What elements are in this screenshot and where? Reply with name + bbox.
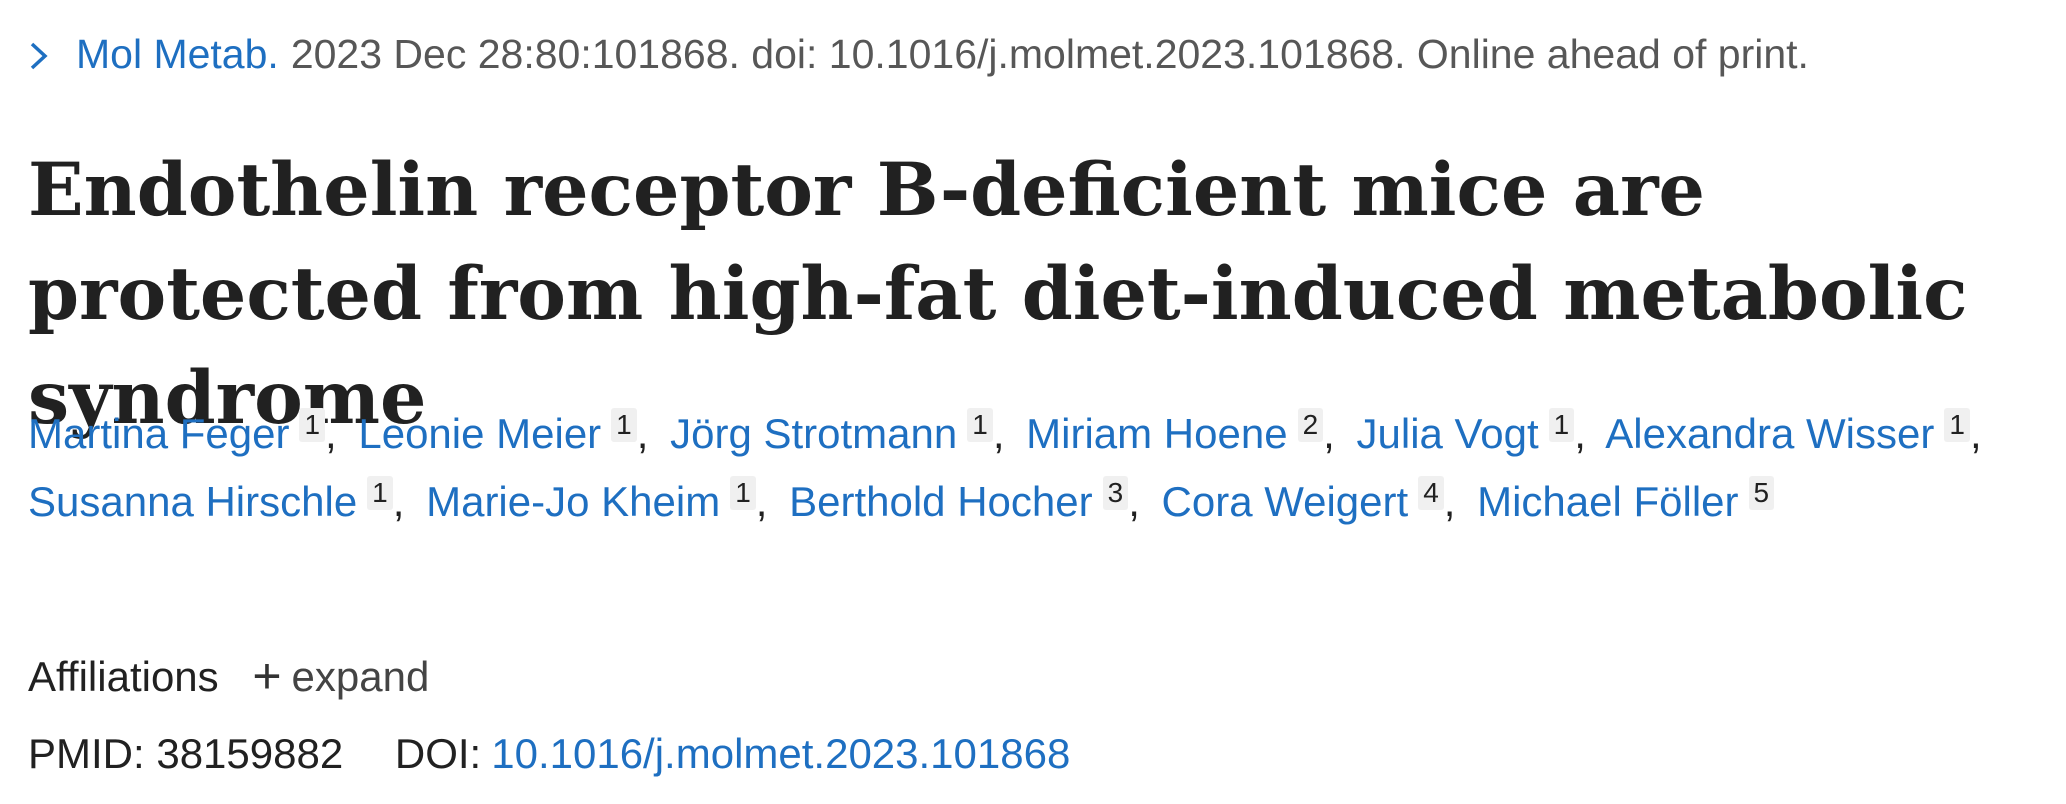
author-item: Michael Föller 5 xyxy=(1477,478,1774,525)
author-separator: , xyxy=(325,410,337,457)
affiliation-number-link[interactable]: 1 xyxy=(299,408,325,442)
author-separator: , xyxy=(1444,478,1456,525)
affiliation-number-link[interactable]: 1 xyxy=(1549,408,1575,442)
affiliation-number-link[interactable]: 1 xyxy=(611,408,637,442)
author-item: Leonie Meier 1, xyxy=(358,410,658,457)
affiliation-number-link[interactable]: 3 xyxy=(1103,476,1129,510)
author-link[interactable]: Marie-Jo Kheim xyxy=(426,478,720,525)
author-separator: , xyxy=(1323,410,1335,457)
author-item: Miriam Hoene 2, xyxy=(1026,410,1345,457)
doi-label: DOI: xyxy=(395,730,481,777)
chevron-right-icon[interactable] xyxy=(28,26,58,82)
author-item: Cora Weigert 4, xyxy=(1162,478,1466,525)
author-separator: , xyxy=(1128,478,1140,525)
author-link[interactable]: Miriam Hoene xyxy=(1026,410,1287,457)
author-link[interactable]: Alexandra Wisser xyxy=(1605,410,1934,457)
affiliation-number-link[interactable]: 2 xyxy=(1298,408,1324,442)
author-item: Susanna Hirschle 1, xyxy=(28,478,414,525)
author-link[interactable]: Cora Weigert xyxy=(1162,478,1409,525)
pmid-label: PMID: xyxy=(28,730,145,777)
author-item: Berthold Hocher 3, xyxy=(789,478,1150,525)
doi-link[interactable]: 10.1016/j.molmet.2023.101868 xyxy=(491,730,1070,777)
journal-link[interactable]: Mol Metab. xyxy=(76,31,279,77)
author-item: Jörg Strotmann 1, xyxy=(670,410,1014,457)
identifiers-row: PMID: 38159882 DOI:10.1016/j.molmet.2023… xyxy=(28,726,1070,782)
affiliation-number-link[interactable]: 4 xyxy=(1418,476,1444,510)
author-link[interactable]: Berthold Hocher xyxy=(789,478,1093,525)
author-item: Julia Vogt 1, xyxy=(1357,410,1596,457)
pmid-value: 38159882 xyxy=(156,730,343,777)
affiliation-number-link[interactable]: 1 xyxy=(730,476,756,510)
author-item: Marie-Jo Kheim 1, xyxy=(426,478,777,525)
author-link[interactable]: Michael Föller xyxy=(1477,478,1738,525)
author-separator: , xyxy=(393,478,405,525)
affiliation-number-link[interactable]: 1 xyxy=(1944,408,1970,442)
author-link[interactable]: Susanna Hirschle xyxy=(28,478,357,525)
author-separator: , xyxy=(1574,410,1586,457)
affiliations-label: Affiliations xyxy=(28,653,219,700)
author-separator: , xyxy=(637,410,649,457)
expand-label: expand xyxy=(292,653,430,700)
affiliations-expand-button[interactable]: +expand xyxy=(252,653,429,700)
affiliation-number-link[interactable]: 1 xyxy=(967,408,993,442)
author-link[interactable]: Leonie Meier xyxy=(358,410,601,457)
author-link[interactable]: Martina Feger xyxy=(28,410,289,457)
author-item: Martina Feger 1, xyxy=(28,410,347,457)
affiliation-number-link[interactable]: 1 xyxy=(367,476,393,510)
author-link[interactable]: Julia Vogt xyxy=(1357,410,1539,457)
affiliation-number-link[interactable]: 5 xyxy=(1749,476,1775,510)
affiliations-row: Affiliations +expand xyxy=(28,648,429,705)
author-list: Martina Feger 1, Leonie Meier 1, Jörg Stro… xyxy=(28,400,2048,536)
author-separator: , xyxy=(1970,410,1982,457)
author-separator: , xyxy=(993,410,1005,457)
citation-line: Mol Metab. 2023 Dec 28:80:101868. doi: 10… xyxy=(28,26,1809,82)
author-link[interactable]: Jörg Strotmann xyxy=(670,410,957,457)
plus-icon: + xyxy=(252,648,281,704)
author-item: Alexandra Wisser 1, xyxy=(1605,410,1991,457)
author-separator: , xyxy=(756,478,768,525)
citation-details: 2023 Dec 28:80:101868. doi: 10.1016/j.mo… xyxy=(291,31,1809,77)
